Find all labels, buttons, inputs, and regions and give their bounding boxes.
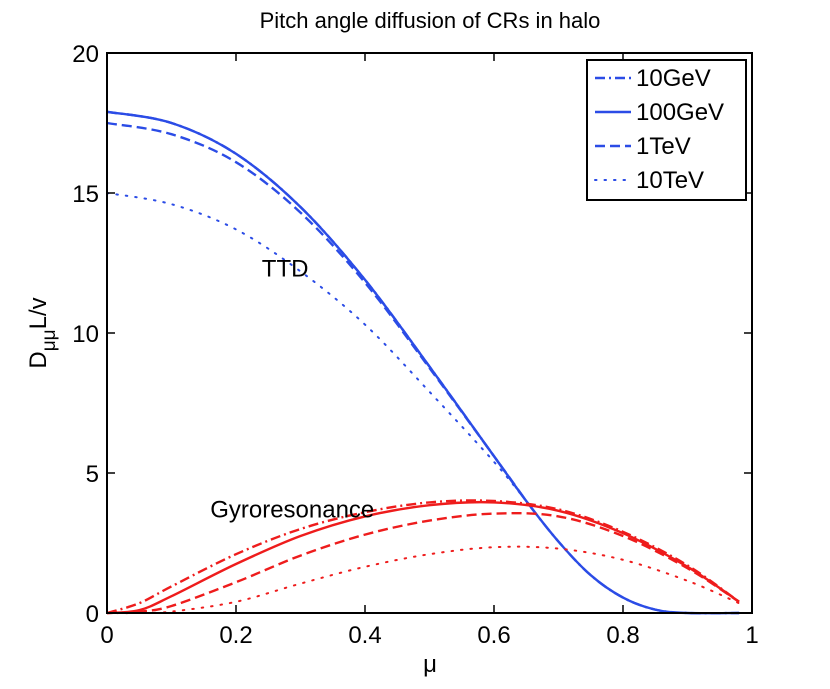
y-label-suffix: L/v: [25, 297, 52, 329]
legend-box: [586, 59, 747, 201]
x-tick-label: 0.6: [477, 622, 510, 649]
y-label-main: D: [25, 351, 52, 368]
x-tick-label: 1: [745, 622, 758, 649]
series-gyroresonance-1tev: [106, 511, 740, 615]
legend-label-1tev: 1TeV: [636, 133, 691, 160]
x-tick-label: 0: [100, 622, 113, 649]
y-tick-label: 10: [72, 321, 99, 348]
legend-label-10tev: 10TeV: [636, 167, 704, 194]
legend: 10GeV 100GeV 1TeV 10TeV: [586, 59, 747, 201]
y-label-subscript: μμ: [39, 329, 60, 351]
annotation-ttd: TTD: [262, 256, 309, 283]
chart-title: Pitch angle diffusion of CRs in halo: [260, 8, 601, 33]
curves: [106, 110, 741, 615]
series-gyroresonance-10gev: [106, 499, 740, 615]
x-tick-label: 0.4: [348, 622, 381, 649]
x-tick-label: 0.8: [606, 622, 639, 649]
legend-label-10gev: 10GeV: [636, 65, 711, 92]
x-axis-label: μ: [423, 651, 437, 678]
legend-label-100gev: 100GeV: [636, 99, 724, 126]
y-tick-label: 15: [72, 181, 99, 208]
annotation-gyroresonance: Gyroresonance: [210, 496, 374, 523]
x-tick-label: 0.2: [219, 622, 252, 649]
series-ttd-1tev: [106, 121, 528, 502]
svg-text:DμμL/v: DμμL/v: [25, 297, 60, 368]
y-tick-label: 5: [86, 461, 99, 488]
y-tick-label: 20: [72, 41, 99, 68]
series-gyroresonance-100gev: [106, 500, 740, 615]
annotations: TTD Gyroresonance: [210, 256, 374, 524]
y-tick-label: 0: [86, 601, 99, 628]
series-ttd-10tev: [106, 192, 528, 502]
y-axis-label: DμμL/v: [25, 297, 60, 368]
